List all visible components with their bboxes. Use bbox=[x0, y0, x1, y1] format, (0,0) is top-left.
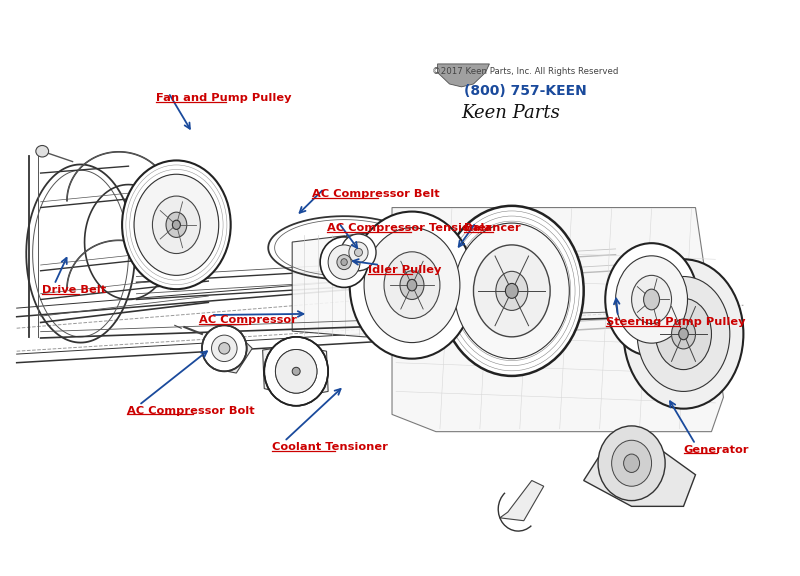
Polygon shape bbox=[392, 207, 723, 431]
Text: Idler Pulley: Idler Pulley bbox=[368, 266, 442, 275]
Ellipse shape bbox=[506, 283, 518, 298]
Text: Generator: Generator bbox=[683, 445, 749, 454]
Ellipse shape bbox=[320, 237, 368, 287]
Ellipse shape bbox=[631, 275, 671, 324]
Polygon shape bbox=[212, 337, 252, 373]
Ellipse shape bbox=[349, 242, 368, 263]
Ellipse shape bbox=[655, 298, 711, 370]
Text: AC Compressor Tensioner: AC Compressor Tensioner bbox=[326, 223, 491, 233]
Ellipse shape bbox=[407, 279, 417, 291]
Ellipse shape bbox=[36, 146, 49, 157]
Ellipse shape bbox=[637, 276, 730, 392]
Ellipse shape bbox=[134, 174, 218, 275]
Ellipse shape bbox=[202, 325, 246, 372]
Text: (800) 757-KEEN: (800) 757-KEEN bbox=[464, 84, 586, 98]
Ellipse shape bbox=[384, 252, 440, 319]
Ellipse shape bbox=[153, 196, 200, 253]
Ellipse shape bbox=[606, 243, 698, 356]
Text: Balancer: Balancer bbox=[464, 223, 521, 233]
Ellipse shape bbox=[400, 271, 424, 300]
Ellipse shape bbox=[341, 259, 347, 266]
Text: Drive Belt: Drive Belt bbox=[42, 285, 106, 295]
Ellipse shape bbox=[264, 337, 328, 406]
Ellipse shape bbox=[354, 248, 362, 256]
Ellipse shape bbox=[292, 367, 300, 376]
Polygon shape bbox=[584, 443, 695, 506]
Ellipse shape bbox=[172, 220, 180, 229]
Text: AC Compressor: AC Compressor bbox=[198, 315, 297, 325]
Ellipse shape bbox=[624, 259, 743, 408]
Ellipse shape bbox=[275, 350, 317, 393]
Ellipse shape bbox=[122, 161, 230, 289]
Ellipse shape bbox=[598, 426, 665, 501]
Ellipse shape bbox=[328, 245, 360, 279]
Polygon shape bbox=[262, 346, 328, 397]
Ellipse shape bbox=[275, 350, 317, 393]
Ellipse shape bbox=[496, 271, 528, 310]
Ellipse shape bbox=[612, 440, 651, 486]
Text: AC Compressor Bolt: AC Compressor Bolt bbox=[127, 406, 254, 415]
Text: Steering Pump Pulley: Steering Pump Pulley bbox=[606, 317, 746, 327]
Text: ©2017 Keen Parts, Inc. All Rights Reserved: ©2017 Keen Parts, Inc. All Rights Reserv… bbox=[432, 67, 618, 76]
Ellipse shape bbox=[218, 343, 230, 354]
Ellipse shape bbox=[624, 454, 639, 472]
Ellipse shape bbox=[671, 319, 695, 349]
Ellipse shape bbox=[440, 206, 584, 376]
Ellipse shape bbox=[678, 328, 688, 340]
Ellipse shape bbox=[286, 361, 306, 382]
Ellipse shape bbox=[337, 255, 351, 270]
Text: Keen Parts: Keen Parts bbox=[462, 104, 560, 122]
Ellipse shape bbox=[211, 335, 237, 362]
Polygon shape bbox=[292, 233, 412, 337]
Text: Fan and Pump Pulley: Fan and Pump Pulley bbox=[157, 93, 292, 103]
Ellipse shape bbox=[364, 228, 460, 343]
Polygon shape bbox=[500, 480, 544, 521]
Polygon shape bbox=[438, 64, 490, 87]
Text: AC Compressor Belt: AC Compressor Belt bbox=[312, 189, 440, 199]
Ellipse shape bbox=[166, 212, 186, 237]
Ellipse shape bbox=[474, 245, 550, 337]
Ellipse shape bbox=[616, 256, 687, 343]
Ellipse shape bbox=[454, 223, 570, 359]
Ellipse shape bbox=[341, 234, 376, 271]
Text: Coolant Tensioner: Coolant Tensioner bbox=[272, 442, 388, 452]
Ellipse shape bbox=[350, 211, 474, 359]
Ellipse shape bbox=[643, 289, 659, 310]
